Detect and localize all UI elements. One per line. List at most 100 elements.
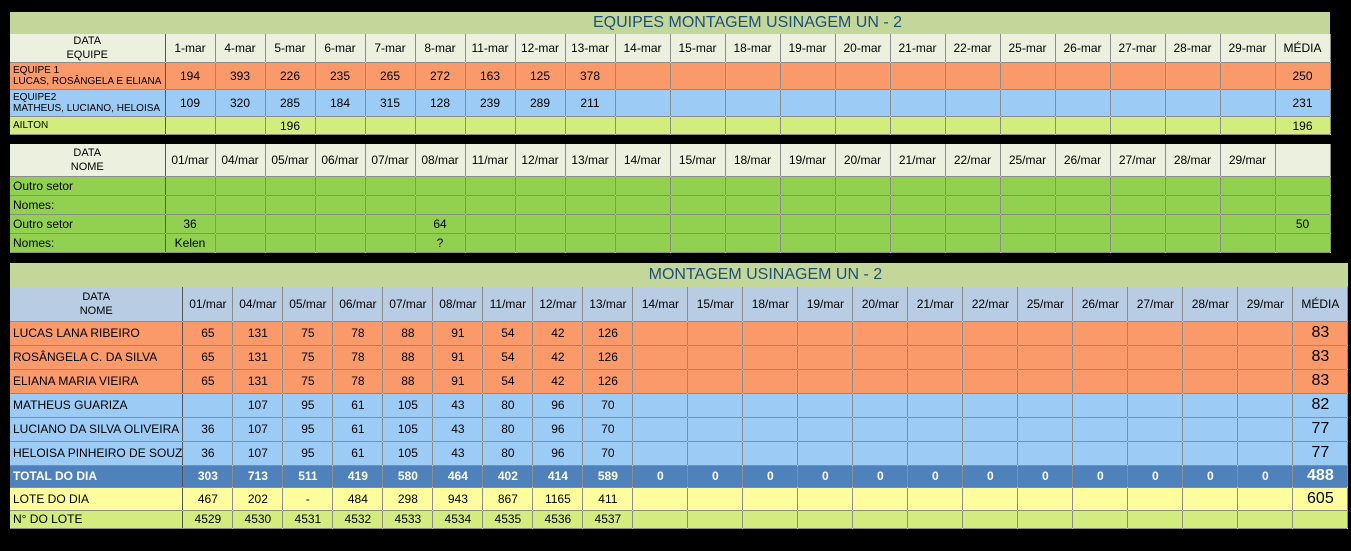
- value-cell[interactable]: [797, 369, 854, 394]
- value-cell[interactable]: [1220, 233, 1276, 253]
- value-cell[interactable]: 75: [282, 345, 334, 370]
- value-cell[interactable]: [835, 233, 891, 253]
- value-cell[interactable]: [1055, 214, 1111, 234]
- value-cell[interactable]: 54: [482, 369, 534, 394]
- value-cell[interactable]: [687, 510, 744, 529]
- value-cell[interactable]: 88: [382, 321, 434, 346]
- date-header-cell[interactable]: 11/mar: [482, 287, 534, 322]
- value-cell[interactable]: [1000, 195, 1056, 215]
- value-cell[interactable]: 42: [532, 369, 584, 394]
- date-header-cell[interactable]: 07/mar: [365, 144, 416, 177]
- value-cell[interactable]: 4536: [532, 510, 584, 529]
- value-cell[interactable]: 1165: [532, 487, 584, 511]
- value-cell[interactable]: [215, 195, 266, 215]
- value-cell[interactable]: [890, 214, 946, 234]
- value-cell[interactable]: [1237, 369, 1294, 394]
- value-cell[interactable]: [615, 233, 671, 253]
- value-cell[interactable]: 4535: [482, 510, 534, 529]
- value-cell[interactable]: [265, 214, 316, 234]
- value-cell[interactable]: [1220, 62, 1276, 90]
- value-cell[interactable]: 402: [482, 465, 534, 488]
- value-cell[interactable]: [1055, 233, 1111, 253]
- row-label-cell[interactable]: HELOISA PINHEIRO DE SOUZ: [10, 441, 184, 466]
- value-cell[interactable]: [670, 89, 726, 117]
- value-cell[interactable]: [670, 214, 726, 234]
- date-header-cell[interactable]: 20/mar: [852, 287, 909, 322]
- value-cell[interactable]: [1072, 321, 1129, 346]
- value-cell[interactable]: [315, 116, 366, 135]
- value-cell[interactable]: [1000, 176, 1056, 196]
- value-cell[interactable]: 0: [852, 465, 909, 488]
- value-cell[interactable]: [415, 116, 466, 135]
- value-cell[interactable]: [780, 176, 836, 196]
- value-cell[interactable]: 54: [482, 345, 534, 370]
- value-cell[interactable]: [1127, 321, 1184, 346]
- value-cell[interactable]: [515, 116, 566, 135]
- media-header-cell[interactable]: MÉDIA: [1292, 287, 1349, 322]
- value-cell[interactable]: [565, 176, 616, 196]
- value-cell[interactable]: [615, 89, 671, 117]
- value-cell[interactable]: 4532: [332, 510, 384, 529]
- value-cell[interactable]: 0: [1182, 465, 1239, 488]
- date-header-cell[interactable]: 29-mar: [1220, 34, 1276, 63]
- value-cell[interactable]: [615, 176, 671, 196]
- value-cell[interactable]: 202: [232, 487, 284, 511]
- date-header-cell[interactable]: 19-mar: [780, 34, 836, 63]
- value-cell[interactable]: [962, 369, 1019, 394]
- value-cell[interactable]: 88: [382, 369, 434, 394]
- value-cell[interactable]: [742, 417, 799, 442]
- value-cell[interactable]: [1110, 195, 1166, 215]
- value-cell[interactable]: 0: [907, 465, 964, 488]
- row-label-cell[interactable]: N° DO LOTE: [10, 510, 184, 529]
- date-header-cell[interactable]: 13/mar: [565, 144, 616, 177]
- value-cell[interactable]: [1237, 487, 1294, 511]
- value-cell[interactable]: [835, 62, 891, 90]
- value-cell[interactable]: [945, 195, 1001, 215]
- value-cell[interactable]: [780, 195, 836, 215]
- value-cell[interactable]: 107: [232, 393, 284, 418]
- value-cell[interactable]: [687, 417, 744, 442]
- value-cell[interactable]: 393: [215, 62, 266, 90]
- value-cell[interactable]: 61: [332, 393, 384, 418]
- value-cell[interactable]: 125: [515, 62, 566, 90]
- value-cell[interactable]: [1127, 487, 1184, 511]
- value-cell[interactable]: [742, 487, 799, 511]
- value-cell[interactable]: [165, 176, 216, 196]
- value-cell[interactable]: [415, 176, 466, 196]
- value-cell[interactable]: [780, 233, 836, 253]
- value-cell[interactable]: [725, 195, 781, 215]
- date-header-cell[interactable]: 29/mar: [1237, 287, 1294, 322]
- value-cell[interactable]: 75: [282, 369, 334, 394]
- value-cell[interactable]: [962, 487, 1019, 511]
- value-cell[interactable]: [835, 195, 891, 215]
- value-cell[interactable]: 91: [432, 345, 484, 370]
- value-cell[interactable]: 42: [532, 345, 584, 370]
- value-cell[interactable]: [962, 510, 1019, 529]
- value-cell[interactable]: [1072, 417, 1129, 442]
- value-cell[interactable]: 163: [465, 62, 516, 90]
- row-label-cell[interactable]: Nomes:: [10, 233, 166, 253]
- value-cell[interactable]: 96: [532, 393, 584, 418]
- value-cell[interactable]: 0: [1127, 465, 1184, 488]
- date-header-cell[interactable]: 12-mar: [515, 34, 566, 63]
- title-spacer-cell[interactable]: [10, 263, 183, 287]
- value-cell[interactable]: [1237, 441, 1294, 466]
- value-cell[interactable]: 211: [565, 89, 616, 117]
- value-cell[interactable]: 88: [382, 345, 434, 370]
- value-cell[interactable]: [797, 417, 854, 442]
- date-header-cell[interactable]: 27-mar: [1110, 34, 1166, 63]
- value-cell[interactable]: 867: [482, 487, 534, 511]
- value-cell[interactable]: [165, 116, 216, 135]
- value-cell[interactable]: [1000, 214, 1056, 234]
- date-header-cell[interactable]: 15-mar: [670, 34, 726, 63]
- media-cell[interactable]: 605: [1292, 487, 1349, 511]
- value-cell[interactable]: [962, 441, 1019, 466]
- date-header-cell[interactable]: 26/mar: [1055, 144, 1111, 177]
- value-cell[interactable]: [907, 487, 964, 511]
- value-cell[interactable]: [1000, 116, 1056, 135]
- montagem-title[interactable]: MONTAGEM USINAGEM UN - 2: [182, 263, 1348, 287]
- value-cell[interactable]: 131: [232, 345, 284, 370]
- row-label-cell[interactable]: TOTAL DO DIA: [10, 465, 184, 488]
- value-cell[interactable]: [1127, 417, 1184, 442]
- value-cell[interactable]: [1000, 233, 1056, 253]
